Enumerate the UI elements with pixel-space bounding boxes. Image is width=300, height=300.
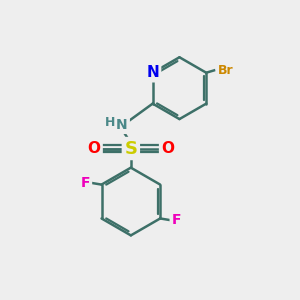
Text: O: O: [161, 141, 174, 156]
Text: F: F: [81, 176, 90, 190]
Text: N: N: [116, 118, 128, 132]
Text: S: S: [124, 140, 137, 158]
Text: F: F: [172, 213, 181, 227]
Text: Br: Br: [218, 64, 233, 77]
Text: H: H: [104, 116, 115, 129]
Text: O: O: [88, 141, 100, 156]
Text: N: N: [146, 65, 159, 80]
